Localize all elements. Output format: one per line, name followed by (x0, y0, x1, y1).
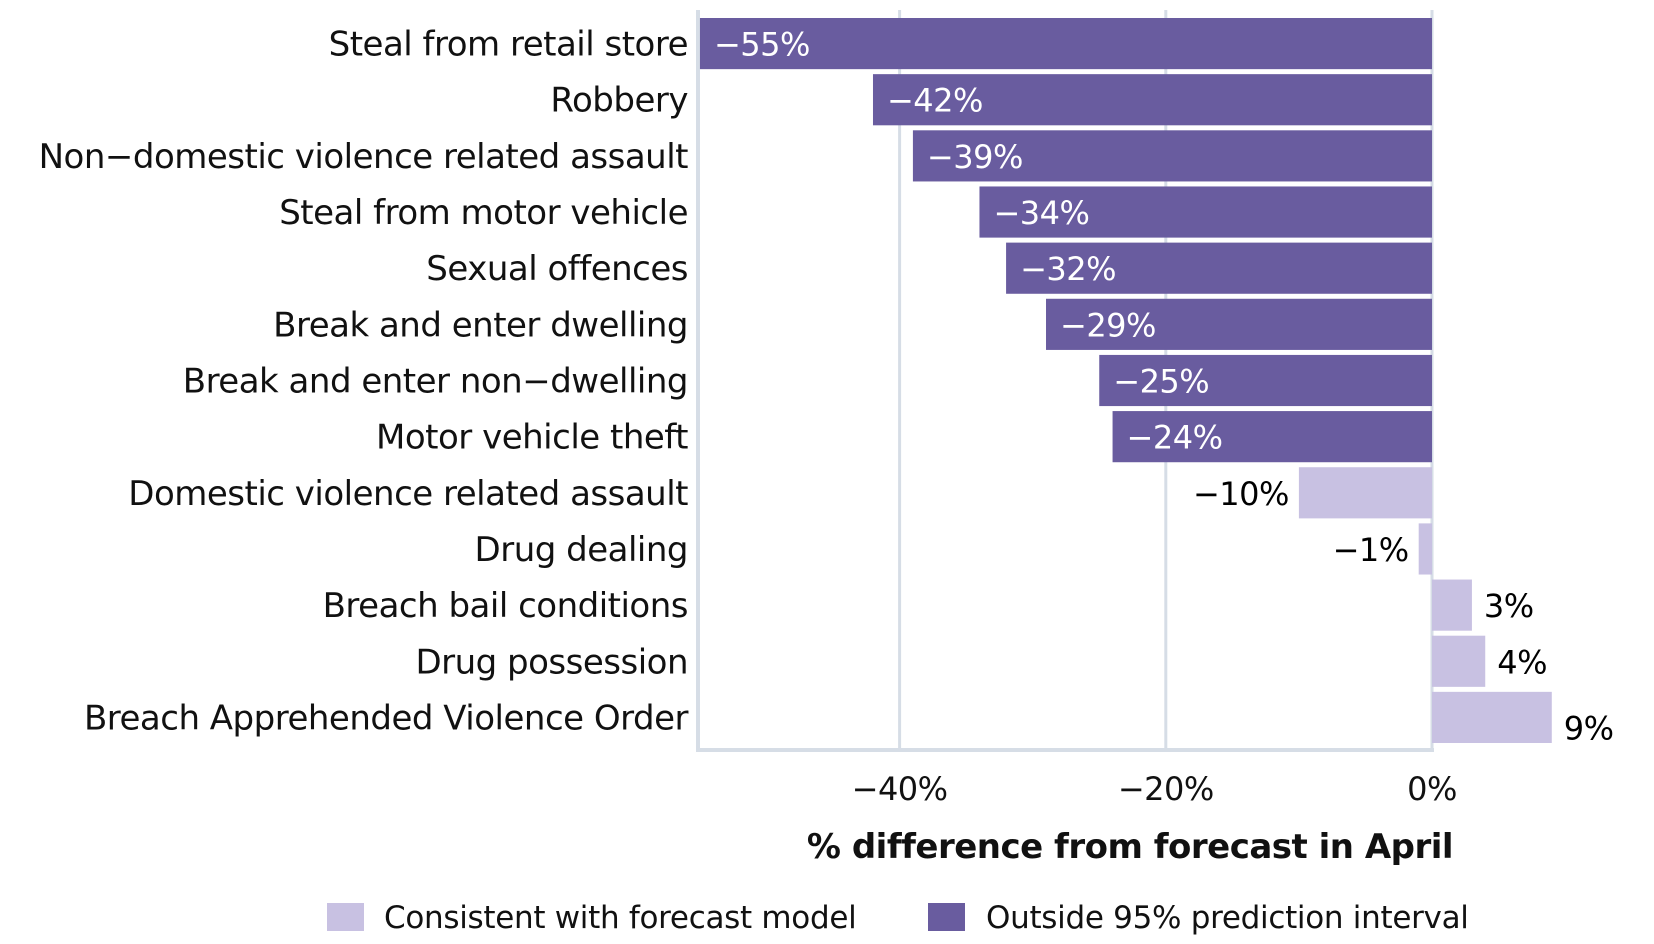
x-tick-label: −20% (1118, 770, 1214, 808)
value-label: −29% (1060, 306, 1156, 344)
legend-swatch-outside (928, 903, 965, 931)
category-label: Robbery (550, 81, 688, 121)
x-tick-labels: −40% −20% 0% (852, 770, 1458, 808)
value-label: −32% (1020, 250, 1116, 288)
value-labels: −55% −42% −39% −34% −32% −29% −25% −24% −10% −1% 3… (714, 26, 1614, 748)
category-label: Drug possession (415, 642, 688, 682)
x-axis-title: % difference from forecast in April (807, 827, 1453, 867)
category-label: Breach bail conditions (323, 586, 688, 626)
value-label: −39% (927, 138, 1023, 176)
bar (699, 18, 1432, 70)
value-label: −10% (1193, 475, 1289, 513)
category-label: Non−domestic violence related assault (39, 137, 689, 177)
category-label: Break and enter non−dwelling (183, 362, 688, 402)
value-label: −1% (1333, 531, 1409, 569)
category-label: Motor vehicle theft (376, 418, 688, 458)
bar (1099, 354, 1432, 407)
category-label: Break and enter dwelling (273, 305, 688, 345)
x-tick-label: 0% (1407, 770, 1457, 808)
bar (1418, 523, 1432, 575)
x-tick-label: −40% (852, 770, 948, 808)
bar (979, 186, 1432, 238)
category-label: Breach Apprehended Violence Order (84, 698, 689, 738)
value-label: 3% (1484, 587, 1534, 625)
bar (1046, 298, 1432, 350)
legend-label-outside: Outside 95% prediction interval (986, 900, 1469, 936)
category-label: Sexual offences (426, 249, 688, 289)
category-label: Domestic violence related assault (128, 474, 688, 514)
bar (912, 130, 1432, 182)
value-label: −25% (1113, 363, 1209, 401)
value-label: 4% (1497, 643, 1547, 681)
category-label: Steal from motor vehicle (279, 193, 688, 233)
bar (1112, 411, 1432, 463)
bar (1298, 467, 1432, 519)
category-label: Drug dealing (475, 530, 688, 570)
value-label: −24% (1127, 419, 1223, 457)
bar (1432, 579, 1472, 631)
legend-swatch-consistent (327, 903, 364, 931)
bar (1432, 635, 1486, 687)
bar (1006, 242, 1432, 294)
category-label: Steal from retail store (329, 25, 688, 65)
legend-label-consistent: Consistent with forecast model (384, 900, 856, 936)
legend: Consistent with forecast model Outside 9… (327, 900, 1469, 936)
bar (1432, 691, 1552, 743)
category-labels: Steal from retail store Robbery Non−domest… (39, 25, 689, 739)
value-label: −55% (714, 26, 810, 64)
value-label: 9% (1564, 709, 1614, 747)
value-label: −34% (993, 194, 1089, 232)
bar (872, 74, 1432, 126)
bars (699, 18, 1552, 743)
value-label: −42% (887, 82, 983, 120)
